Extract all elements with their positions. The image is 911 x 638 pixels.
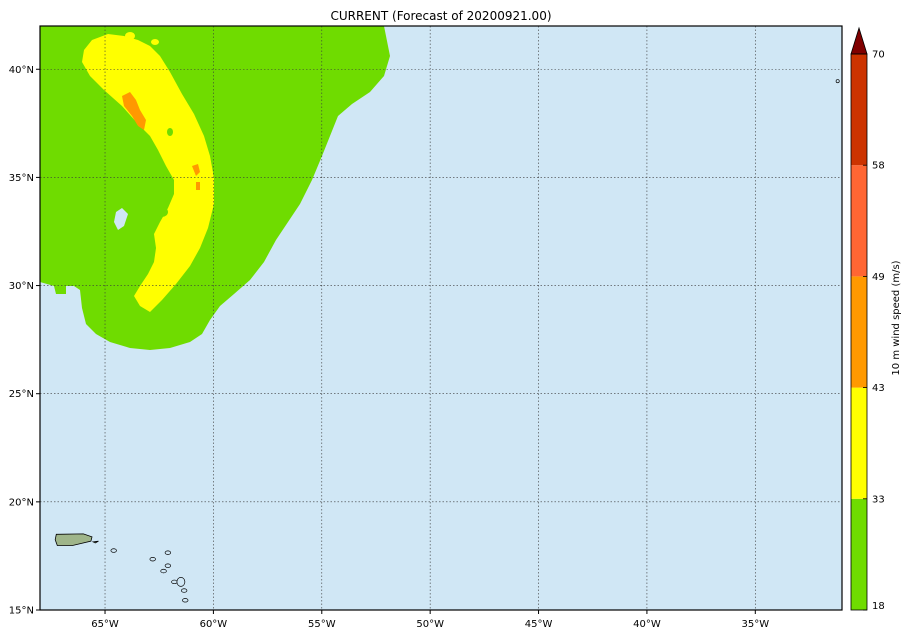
colorbar-segment — [851, 276, 867, 388]
colorbar-tick-label: 70 — [872, 50, 885, 61]
wind-blob-33-43 — [151, 39, 159, 45]
lon-tick-label: 65°W — [91, 619, 119, 630]
map-frame — [39, 25, 843, 611]
wind-area-18-33 — [167, 128, 173, 136]
wind-area-33-43 — [82, 34, 214, 312]
caribbean-island — [182, 598, 189, 603]
colorbar: 18 33 43 49 58 70 10 m wind speed (m/s) — [850, 26, 902, 612]
lat-tick-label: 15°N — [9, 606, 34, 617]
caribbean-island — [110, 548, 117, 553]
lat-tick-label: 20°N — [9, 497, 34, 508]
colorbar-tick-label: 58 — [872, 161, 885, 172]
colorbar-segment — [851, 54, 867, 166]
colorbar-tick-label: 49 — [872, 272, 885, 283]
colorbar-segment — [851, 165, 867, 277]
lat-tick-label: 25°N — [9, 389, 34, 400]
wind-area-18-33 — [156, 207, 168, 217]
caribbean-island — [180, 588, 188, 593]
wind-blob-33-43 — [125, 32, 135, 40]
colorbar-segment — [851, 387, 867, 499]
colorbar-segment — [851, 498, 867, 610]
colorbar-tick-label: 18 — [872, 601, 885, 612]
lon-tick-label: 45°W — [525, 619, 553, 630]
vieques-island — [91, 540, 99, 544]
caribbean-island — [171, 579, 178, 585]
atlantic-islet — [835, 79, 840, 84]
caribbean-island — [164, 563, 172, 568]
wind-area-43-49 — [192, 164, 200, 176]
lon-tick-label: 50°W — [416, 619, 444, 630]
caribbean-island — [160, 568, 167, 574]
lon-tick-label: 35°W — [741, 619, 769, 630]
colorbar-label: 10 m wind speed (m/s) — [891, 260, 902, 375]
caribbean-island — [176, 577, 186, 587]
colorbar-frame — [850, 53, 868, 611]
colorbar-tick-label: 43 — [872, 383, 885, 394]
lat-tick-label: 40°N — [9, 65, 34, 76]
colorbar-extend-arrow — [850, 26, 868, 55]
lon-tick-label: 40°W — [633, 619, 661, 630]
puerto-rico-landmass — [54, 533, 93, 546]
lon-tick-label: 60°W — [200, 619, 228, 630]
wind-area-43-49 — [196, 182, 200, 190]
map-area — [40, 26, 842, 610]
caribbean-island — [149, 557, 156, 562]
colorbar-tick-label: 33 — [872, 494, 885, 505]
lat-tick-label: 30°N — [9, 281, 34, 292]
lat-tick-label: 35°N — [9, 173, 34, 184]
wind-area-43-49 — [122, 92, 146, 130]
lon-tick-label: 55°W — [308, 619, 336, 630]
calm-area — [114, 208, 128, 230]
caribbean-island — [164, 550, 172, 555]
map-title: CURRENT (Forecast of 20200921.00) — [330, 9, 551, 23]
